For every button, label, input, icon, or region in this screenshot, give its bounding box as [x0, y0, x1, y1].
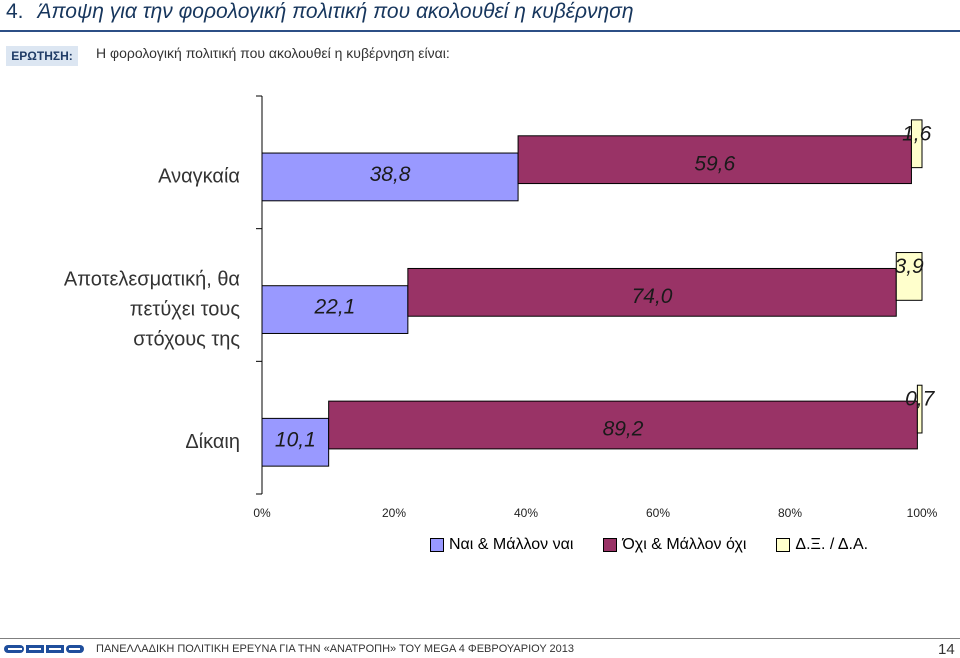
bar-1-0	[517, 135, 912, 185]
bar-2-0	[910, 119, 923, 169]
legend-item-yes: Ναι & Μάλλον ναι	[430, 536, 573, 554]
category-label-1-0: Αποτελεσματική, θα	[64, 268, 240, 290]
legend-swatch-yes	[430, 538, 444, 552]
data-label-2-1: 3,9	[895, 255, 925, 278]
data-label-1-2: 89,2	[603, 418, 644, 441]
category-label-2-0: Δίκαιη	[185, 431, 240, 453]
category-label-1-2: στόχους της	[133, 328, 240, 350]
gpo-logo	[4, 643, 84, 655]
legend-item-dk: Δ.Ξ. / Δ.Α.	[776, 536, 868, 554]
bar-1-2	[328, 400, 918, 450]
legend-swatch-dk	[776, 538, 791, 552]
question-text: Η φορολογική πολιτική που ακολουθεί η κυ…	[96, 45, 450, 61]
legend-swatch-no	[603, 538, 618, 552]
data-label-0-2: 10,1	[275, 428, 316, 451]
bar-2-1	[895, 252, 923, 301]
x-tick-label-2: 40%	[514, 506, 538, 520]
legend-label-yes: Ναι & Μάλλον ναι	[449, 536, 574, 553]
title-text: Άποψη για την φορολογική πολιτική που ακ…	[37, 0, 634, 23]
bar-1-1	[407, 267, 897, 317]
data-label-1-1: 74,0	[632, 285, 673, 308]
page-title: 4. Άποψη για την φορολογική πολιτική που …	[6, 0, 634, 24]
x-tick-label-0: 0%	[253, 506, 271, 520]
x-tick-label-4: 80%	[778, 506, 802, 520]
category-label-0-0: Αναγκαία	[158, 166, 240, 188]
data-label-0-0: 38,8	[370, 163, 411, 186]
bar-0-1	[261, 285, 409, 334]
footer-text: ΠΑΝΕΛΛΑΔΙΚΗ ΠΟΛΙΤΙΚΗ ΕΡΕΥΝΑ ΓΙΑ ΤΗΝ «ΑΝΑ…	[96, 643, 575, 655]
page-number: 14	[938, 641, 955, 658]
legend-item-no: Όχι & Μάλλον όχι	[603, 536, 746, 554]
bar-0-2	[261, 417, 330, 467]
question-label: ΕΡΩΤΗΣΗ:	[6, 46, 78, 66]
data-label-2-0: 1,6	[902, 122, 932, 145]
bar-0-0	[261, 152, 519, 202]
chart-legend: Ναι & Μάλλον ναι Όχι & Μάλλον όχι Δ.Ξ. /…	[430, 536, 868, 554]
bar-2-2	[916, 384, 923, 434]
data-label-2-2: 0,7	[905, 388, 936, 411]
footer-divider	[0, 638, 960, 639]
legend-label-no: Όχι & Μάλλον όχι	[622, 536, 747, 553]
data-label-1-0: 59,6	[694, 152, 735, 175]
x-tick-label-3: 60%	[646, 506, 670, 520]
x-tick-label-1: 20%	[382, 506, 406, 520]
category-label-1-1: πετύχει τους	[130, 298, 241, 320]
title-divider	[0, 30, 960, 32]
x-tick-label-5: 100%	[907, 506, 938, 520]
gpo-logo-mark	[4, 645, 84, 653]
legend-label-dk: Δ.Ξ. / Δ.Α.	[795, 536, 869, 553]
title-number: 4.	[6, 0, 24, 23]
stacked-bar-chart: 38,8 59,6 1,6 Αναγκαία 22,1 74,0 3,9 Αποτελεσμα…	[64, 95, 938, 520]
data-label-0-1: 22,1	[313, 296, 355, 319]
